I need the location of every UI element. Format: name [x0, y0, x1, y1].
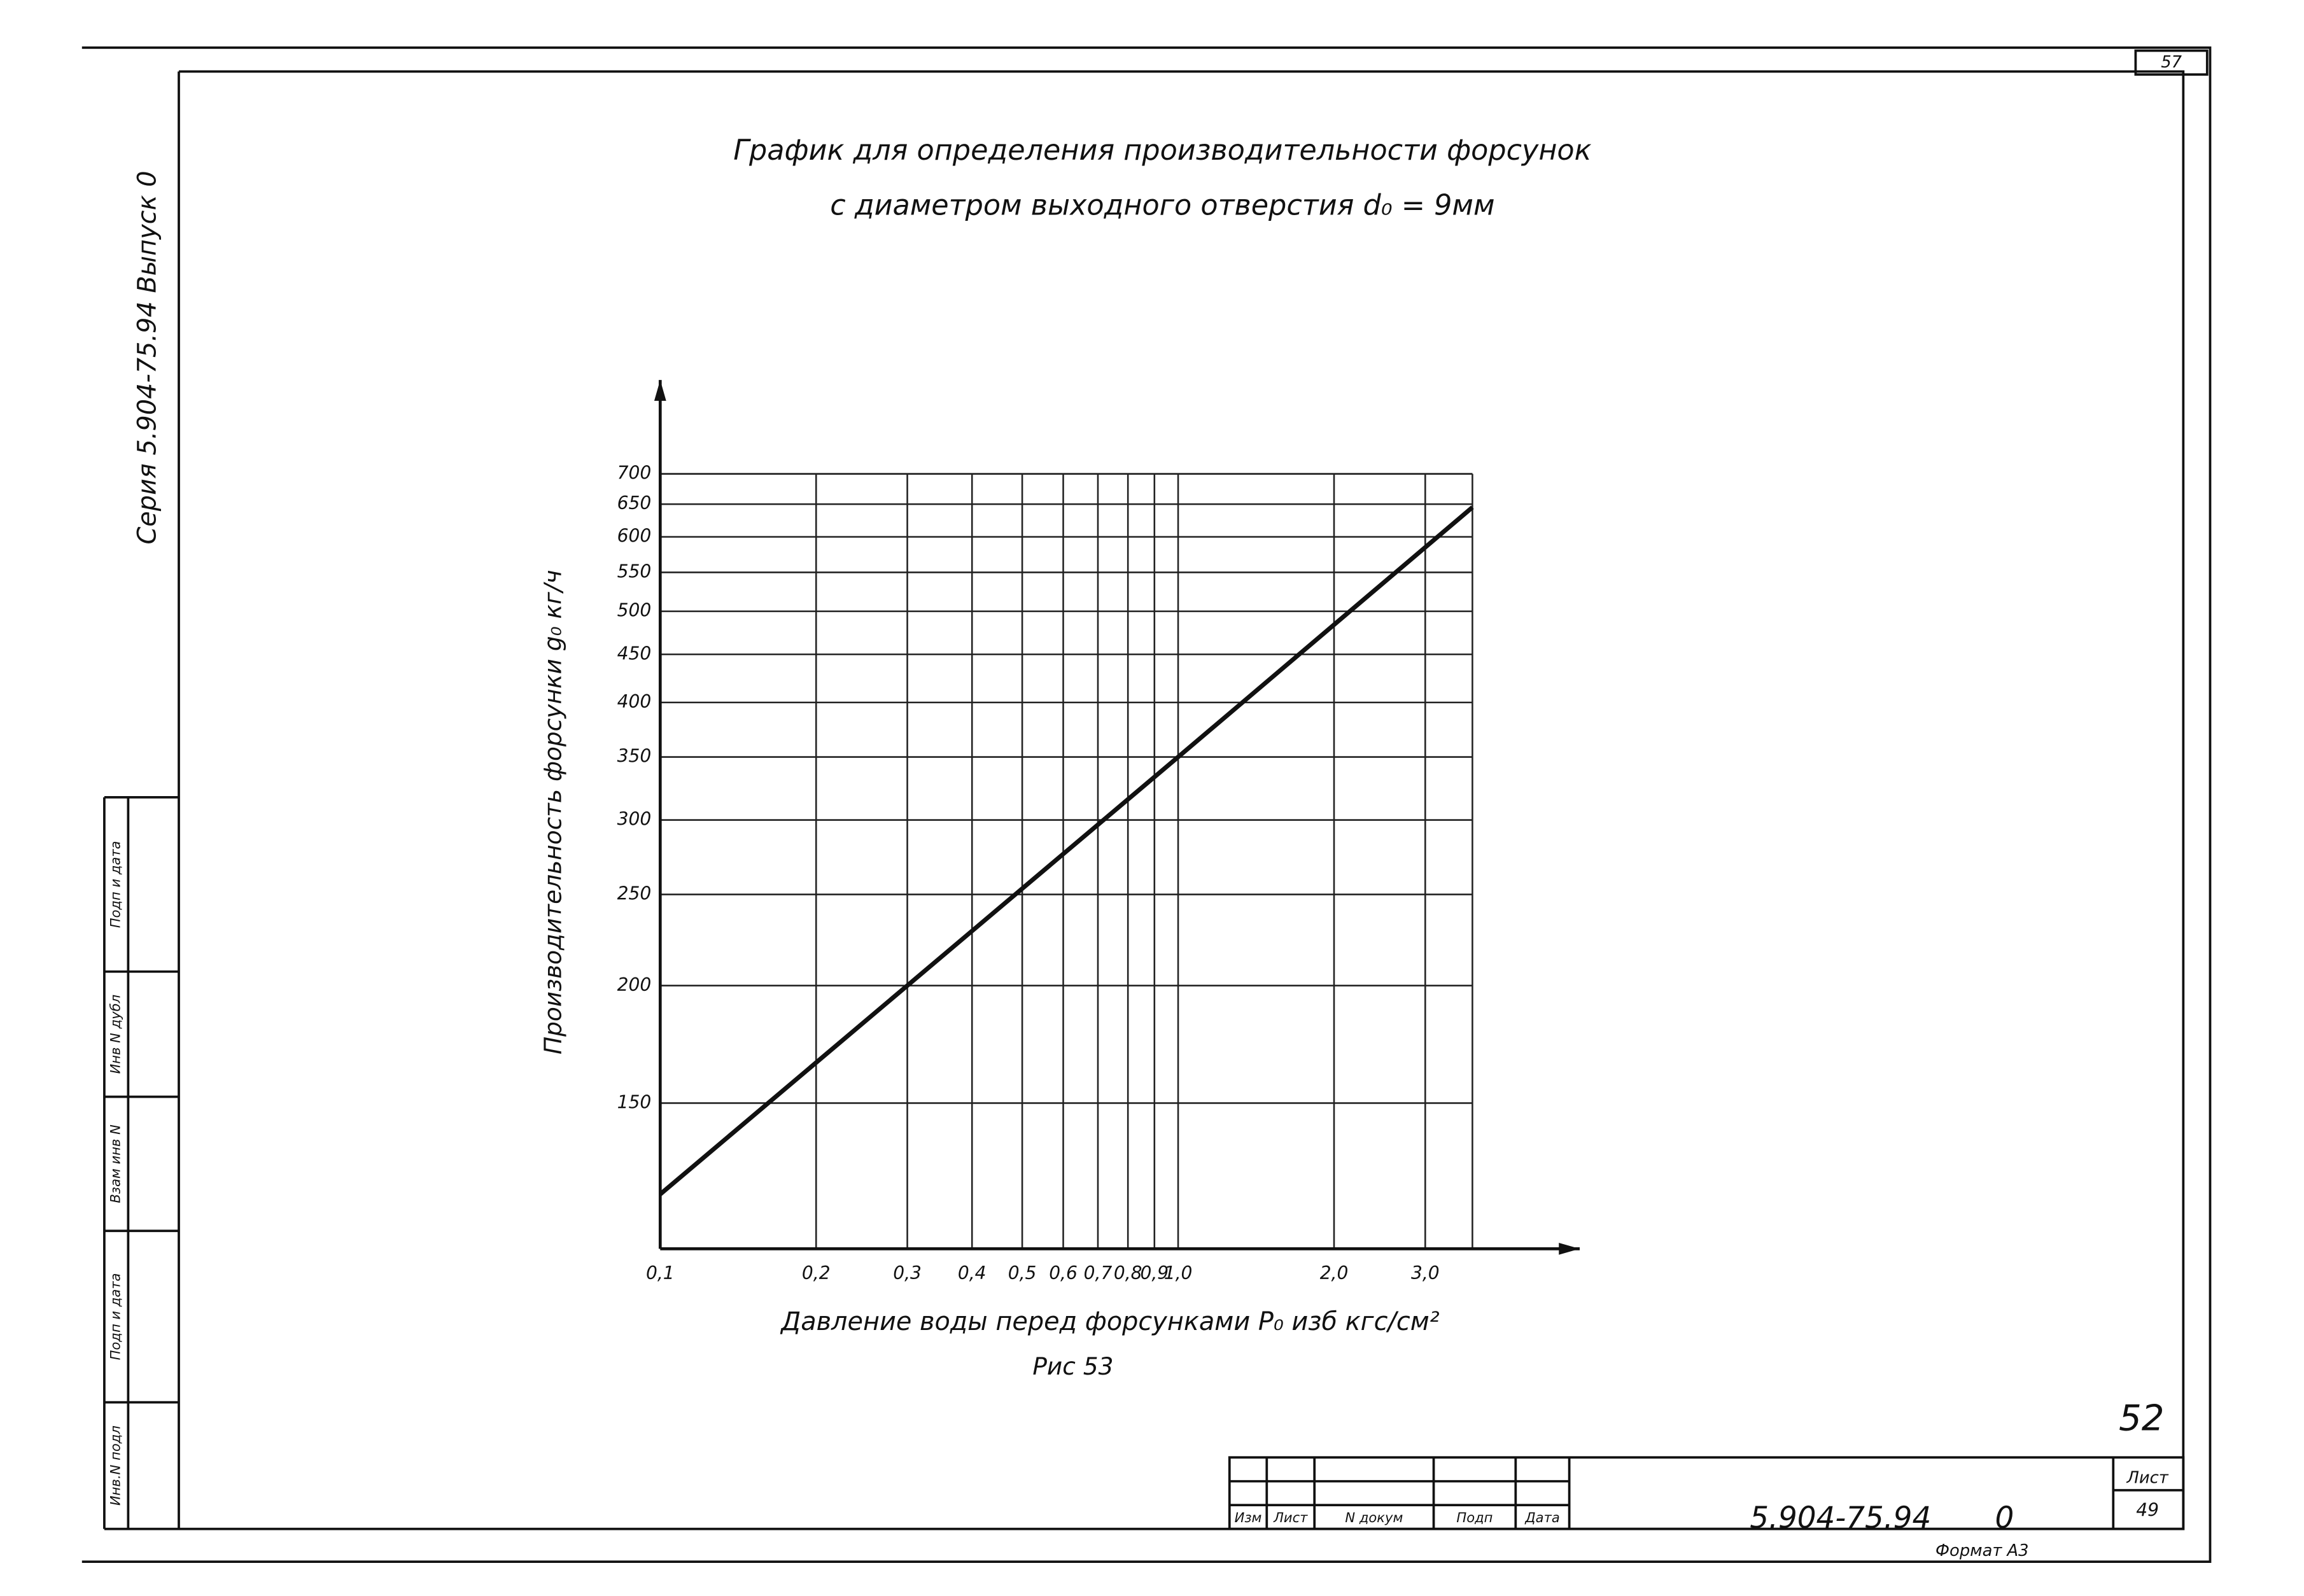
title-block-header: N докум [1345, 1509, 1403, 1525]
y-tick-label: 150 [617, 1091, 652, 1112]
y-tick-label: 500 [617, 600, 652, 621]
x-tick-label: 0,8 [1114, 1263, 1142, 1284]
designation: 5.904-75.94 [1750, 1501, 1931, 1536]
issue: 0 [1995, 1501, 2014, 1536]
y-tick-label: 200 [617, 974, 652, 995]
y-tick-label: 650 [617, 493, 652, 514]
title-block-header: Изм [1235, 1509, 1262, 1525]
x-tick-label: 0,7 [1084, 1263, 1113, 1284]
title-block-header: Подп [1456, 1509, 1493, 1525]
y-tick-label: 550 [617, 561, 652, 582]
y-tick-label: 450 [617, 643, 652, 664]
data-line [659, 505, 1474, 1196]
x-tick-label: 0,4 [958, 1263, 987, 1284]
y-tick-label: 400 [617, 691, 652, 712]
side-column-label: Подп и дата [108, 841, 123, 928]
x-tick-label: 0,6 [1049, 1263, 1078, 1284]
chart-subtitle: с диаметром выходного отверстия d₀ = 9мм [830, 190, 1494, 222]
plot: 0,1 0,2 0,3 0,4 0,5 0,6 0,7 0,80,91,0 2,0 3,0 150 2… [617, 380, 1580, 1284]
chart-title: График для определения производительност… [733, 134, 1591, 167]
y-tick-label: 600 [617, 526, 652, 547]
x-axis-label: Давление воды перед форсунками P₀ изб кг… [780, 1307, 1440, 1336]
y-axis-label: Производительность форсунки g₀ кг/ч [539, 570, 567, 1054]
side-column-label: Взам инв N [108, 1124, 123, 1203]
x-tick-label: 1,0 [1164, 1263, 1193, 1284]
side-stamp: Серия 5.904-75.94 Выпуск 0 [133, 171, 162, 544]
x-tick-label: 0,9 [1140, 1263, 1169, 1284]
x-axis-arrow [1559, 1243, 1580, 1255]
title-block-header: Лист [1273, 1509, 1308, 1525]
y-axis-arrow [654, 380, 666, 401]
sheet-number: 49 [2136, 1500, 2159, 1521]
sheet-corner: 57 [2161, 53, 2182, 72]
side-column-label: Инв N дубл [108, 995, 123, 1074]
caption: Рис 53 [1032, 1352, 1113, 1380]
x-tick-label: 0,2 [802, 1263, 831, 1284]
format: Формат А3 [1935, 1541, 2029, 1560]
page-number: 52 [2119, 1397, 2164, 1439]
x-tick-label: 3,0 [1411, 1263, 1440, 1284]
y-tick-label: 350 [617, 746, 652, 767]
x-tick-label: 0,3 [893, 1263, 922, 1284]
sheet-label: Лист [2126, 1469, 2169, 1488]
frame [81, 46, 2212, 1564]
y-tick-label: 300 [617, 809, 652, 830]
side-column-label: Подп и дата [108, 1273, 123, 1361]
x-tick-label: 0,5 [1008, 1263, 1037, 1284]
x-tick-label: 2,0 [1320, 1263, 1349, 1284]
y-tick-label: 700 [617, 463, 652, 484]
side-column-label: Инв.N подл [108, 1425, 123, 1506]
title-block-header: Дата [1524, 1509, 1560, 1525]
y-tick-label: 250 [617, 883, 652, 904]
x-tick-label: 0,1 [646, 1263, 675, 1284]
